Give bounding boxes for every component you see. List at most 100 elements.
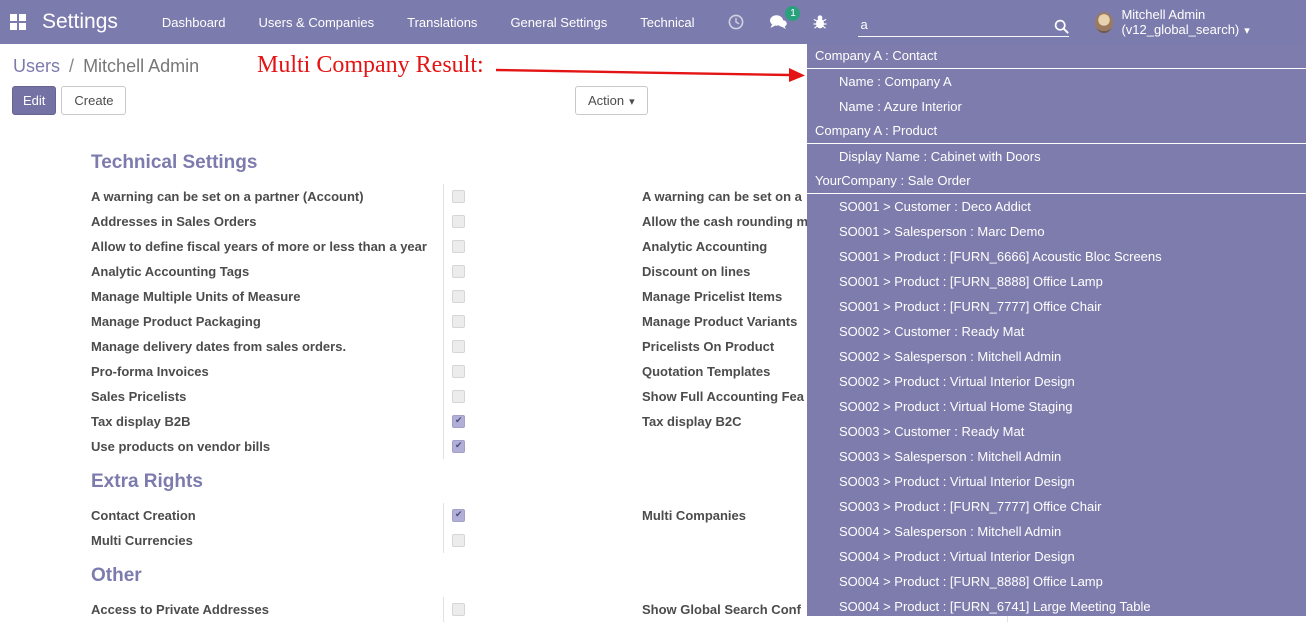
search-icon[interactable] [1054, 19, 1070, 34]
annotation-text: Multi Company Result: [257, 52, 484, 78]
search-result-item[interactable]: SO003 > Product : Virtual Interior Desig… [839, 474, 1075, 489]
setting-label: Manage Product Packaging [91, 314, 261, 329]
setting-label: Show Global Search Conf [642, 602, 801, 617]
checkbox[interactable] [452, 603, 465, 616]
checkbox-cell [443, 384, 642, 409]
nav-menu: Dashboard Users & Companies Translations Ge… [162, 15, 695, 30]
checkbox-cell [443, 334, 642, 359]
nav-item-translations[interactable]: Translations [407, 14, 478, 30]
edit-button[interactable]: Edit [12, 86, 57, 115]
checkbox[interactable] [452, 534, 465, 547]
setting-label: Addresses in Sales Orders [91, 214, 257, 229]
search-result-group-header: Company A : Contact [807, 44, 1306, 69]
search-result-item[interactable]: SO001 > Product : [FURN_7777] Office Cha… [839, 299, 1102, 314]
checkbox-cell [443, 528, 642, 553]
apps-menu-icon[interactable] [10, 14, 26, 30]
global-search [858, 7, 1070, 37]
setting-label: Sales Pricelists [91, 389, 187, 404]
action-dropdown-button[interactable]: Action [575, 86, 648, 115]
setting-label: Manage Multiple Units of Measure [91, 289, 301, 304]
search-result-item[interactable]: SO004 > Product : Virtual Interior Desig… [839, 549, 1075, 564]
activities-clock-icon[interactable] [728, 14, 744, 30]
checkbox[interactable] [452, 265, 465, 278]
checkbox[interactable] [452, 315, 465, 328]
setting-label: Allow the cash rounding m [642, 214, 809, 229]
search-result-item[interactable]: SO004 > Product : [FURN_6741] Large Meet… [839, 599, 1151, 614]
checkbox-cell [443, 409, 642, 434]
global-search-input[interactable] [858, 15, 1055, 34]
search-result-item[interactable]: SO004 > Salesperson : Mitchell Admin [839, 524, 1062, 539]
checkbox[interactable] [452, 390, 465, 403]
breadcrumb-users-link[interactable]: Users [13, 56, 61, 76]
navbar-right: 1 [716, 6, 840, 30]
setting-label: Show Full Accounting Fea [642, 389, 805, 404]
setting-label: A warning can be set on a partner (Accou… [91, 189, 364, 204]
button-row: Edit Create [12, 86, 127, 115]
section-title: Extra Rights [91, 471, 203, 492]
search-result-item[interactable]: SO001 > Product : [FURN_6666] Acoustic B… [839, 249, 1162, 264]
nav-item-users-companies[interactable]: Users & Companies [258, 14, 375, 30]
checkbox[interactable] [452, 190, 465, 203]
checkbox-cell [443, 184, 642, 209]
checkbox-cell [443, 209, 642, 234]
setting-label: Manage Product Variants [642, 314, 798, 329]
checkbox[interactable] [452, 365, 465, 378]
search-result-item[interactable]: SO002 > Customer : Ready Mat [839, 324, 1025, 339]
search-result-item[interactable]: SO003 > Salesperson : Mitchell Admin [839, 449, 1062, 464]
search-result-item[interactable]: SO001 > Customer : Deco Addict [839, 199, 1031, 214]
search-result-item[interactable]: SO002 > Salesperson : Mitchell Admin [839, 349, 1062, 364]
bug-debug-icon[interactable] [812, 14, 828, 30]
nav-item-dashboard[interactable]: Dashboard [161, 14, 226, 30]
checkbox[interactable] [452, 440, 465, 453]
breadcrumb-separator: / [69, 56, 75, 76]
setting-label: A warning can be set on a [642, 189, 802, 204]
search-result-item[interactable]: SO002 > Product : Virtual Interior Desig… [839, 374, 1075, 389]
top-navbar: Settings Dashboard Users & Companies Trans… [0, 0, 1306, 44]
search-result-item[interactable]: SO003 > Customer : Ready Mat [839, 424, 1025, 439]
setting-label: Quotation Templates [642, 364, 771, 379]
search-result-item[interactable]: SO001 > Product : [FURN_8888] Office Lam… [839, 274, 1103, 289]
checkbox-cell [443, 359, 642, 384]
nav-item-general-settings[interactable]: General Settings [510, 14, 608, 30]
section-grid: Access to Private Addresses Show Global S… [91, 597, 1211, 622]
global-search-results-dropdown: Company A : Contact Name : Company A Name … [807, 44, 1306, 616]
user-menu[interactable]: Mitchell Admin (v12_global_search) [1095, 7, 1306, 37]
search-result-item[interactable]: SO004 > Product : [FURN_8888] Office Lam… [839, 574, 1103, 589]
checkbox-cell [443, 234, 642, 259]
setting-label: Manage delivery dates from sales orders. [91, 339, 347, 354]
checkbox[interactable] [452, 240, 465, 253]
messages-icon[interactable]: 1 [768, 6, 801, 30]
setting-label: Analytic Accounting Tags [91, 264, 250, 279]
checkbox[interactable] [452, 415, 465, 428]
search-result-item[interactable]: Name : Company A [839, 74, 952, 89]
search-result-item[interactable]: Name : Azure Interior [839, 99, 962, 114]
nav-item-technical[interactable]: Technical [640, 14, 695, 30]
checkbox[interactable] [452, 215, 465, 228]
section-title: Other [91, 565, 142, 586]
setting-label: Access to Private Addresses [91, 602, 270, 617]
setting-label: Manage Pricelist Items [642, 289, 783, 304]
search-result-group-header: Company A : Product [807, 119, 1306, 144]
search-result-item[interactable]: SO003 > Product : [FURN_7777] Office Cha… [839, 499, 1102, 514]
setting-label: Discount on lines [642, 264, 751, 279]
search-result-item[interactable]: SO001 > Salesperson : Marc Demo [839, 224, 1045, 239]
annotation-arrow [495, 68, 805, 82]
checkbox[interactable] [452, 340, 465, 353]
checkbox-cell [443, 434, 642, 459]
checkbox[interactable] [452, 290, 465, 303]
user-menu-label: Mitchell Admin (v12_global_search) [1121, 7, 1306, 37]
search-result-item[interactable]: Display Name : Cabinet with Doors [839, 149, 1041, 164]
search-result-item[interactable]: SO002 > Product : Virtual Home Staging [839, 399, 1073, 414]
checkbox-cell [443, 259, 642, 284]
setting-label: Contact Creation [91, 508, 196, 523]
checkbox-cell [443, 284, 642, 309]
section-title: Technical Settings [91, 152, 258, 173]
app-title[interactable]: Settings [42, 10, 118, 33]
section-grid: Contact Creation Multi Companies Multi Cur… [91, 503, 1211, 553]
setting-label: Allow to define fiscal years of more or … [91, 239, 427, 254]
checkbox[interactable] [452, 509, 465, 522]
setting-label: Tax display B2C [642, 414, 742, 429]
create-button[interactable]: Create [61, 86, 127, 115]
breadcrumb: Users / Mitchell Admin [13, 56, 199, 77]
search-result-group-header: YourCompany : Sale Order [807, 169, 1306, 194]
